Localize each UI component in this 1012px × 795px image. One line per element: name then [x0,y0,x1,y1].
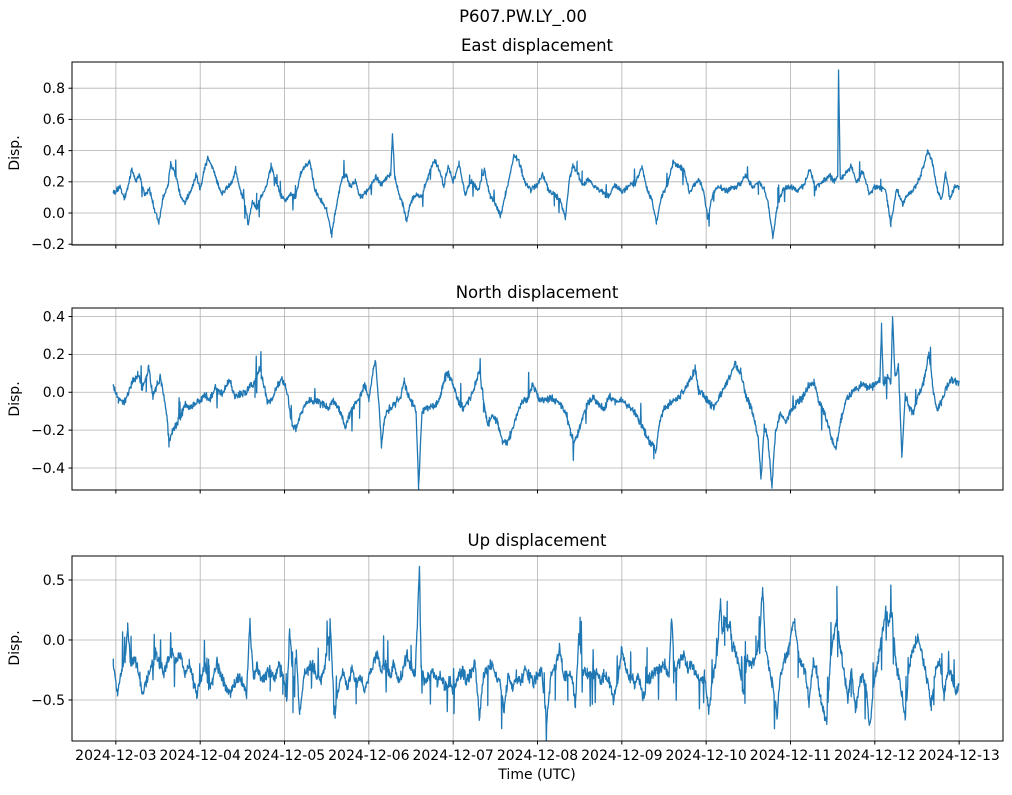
y-tick-label: 0.8 [43,81,65,97]
y-tick-label: 0.0 [43,385,65,401]
x-tick-label: 2024-12-12 [834,748,915,764]
y-tick-label: 0.0 [43,633,65,649]
x-tick-label: 2024-12-11 [750,748,831,764]
y-tick-label: 0.5 [43,573,65,589]
y-tick-label: 0.4 [43,143,65,159]
x-tick-label: 2024-12-10 [665,748,746,764]
y-tick-label: 0.0 [43,206,65,222]
x-tick-label: 2024-12-06 [328,748,409,764]
y-tick-label: 0.2 [43,175,65,191]
subplot-north-title: North displacement [455,283,619,302]
east-series-line [112,69,960,240]
x-tick-label: 2024-12-08 [497,748,578,764]
subplot-east-title: East displacement [460,36,614,55]
x-tick-label: 2024-12-07 [412,748,493,764]
y-tick-label: −0.2 [31,423,65,439]
x-tick-label: 2024-12-13 [918,748,999,764]
x-tick-label: 2024-12-09 [581,748,662,764]
x-tick-label: 2024-12-05 [244,748,325,764]
y-tick-label: 0.2 [43,347,65,363]
x-axis-label: Time (UTC) [498,767,576,783]
x-tick-label: 2024-12-03 [75,748,156,764]
y-tick-label: −0.2 [31,237,65,253]
up-series-line [112,565,960,741]
x-tick-label: 2024-12-04 [159,748,240,764]
north-series-line [112,316,960,490]
y-tick-label: −0.5 [31,693,65,709]
y-tick-label: 0.6 [43,112,65,128]
figure-title: P607.PW.LY_.00 [459,7,587,26]
subplot-up-title: Up displacement [467,531,607,550]
y-tick-label: −0.4 [31,461,65,477]
y-tick-label: 0.4 [43,309,65,325]
